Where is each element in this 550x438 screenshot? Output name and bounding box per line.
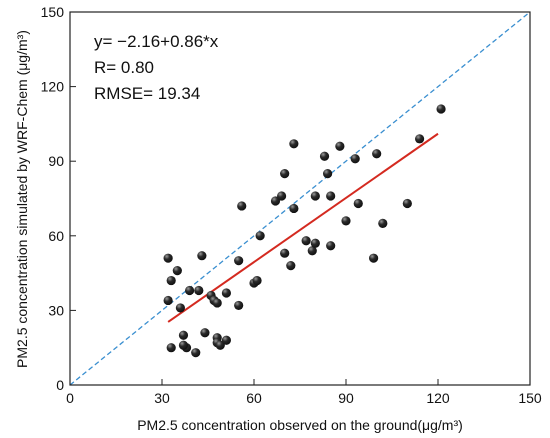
- y-tick-label: 90: [48, 153, 64, 169]
- data-point: [277, 191, 287, 201]
- one-to-one-reference-line: [69, 11, 531, 386]
- x-tick-label: 0: [66, 390, 74, 406]
- data-point: [372, 149, 382, 159]
- data-point: [280, 169, 290, 179]
- data-point: [369, 253, 379, 263]
- x-tick-label: 150: [518, 390, 542, 406]
- regression-line: [167, 132, 439, 323]
- data-point: [194, 285, 204, 296]
- regression-line-group: [167, 132, 439, 323]
- regression-equation: y= −2.16+0.86*x: [94, 32, 219, 51]
- data-point: [436, 104, 446, 114]
- data-point: [200, 328, 210, 338]
- data-point: [234, 300, 244, 311]
- x-axis-ticks: 0 30 60 90 120 150: [66, 379, 542, 406]
- data-point: [310, 238, 320, 248]
- correlation-coefficient: R= 0.80: [94, 58, 154, 77]
- data-point: [234, 256, 244, 266]
- data-point: [289, 139, 299, 149]
- x-tick-label: 60: [246, 390, 262, 406]
- data-point: [185, 285, 195, 296]
- data-point: [178, 340, 189, 350]
- x-tick-label: 90: [338, 390, 354, 406]
- data-point: [319, 151, 330, 161]
- y-tick-label: 150: [41, 4, 65, 20]
- data-point: [270, 196, 281, 206]
- data-point: [289, 203, 299, 214]
- reference-line-group: [69, 11, 531, 386]
- data-point: [175, 303, 185, 313]
- data-point: [353, 198, 363, 209]
- data-point: [255, 231, 265, 241]
- data-point: [178, 330, 189, 340]
- plot-area-frame: [69, 11, 531, 386]
- data-point: [326, 241, 336, 251]
- data-point: [280, 248, 290, 258]
- x-tick-label: 30: [154, 390, 170, 406]
- y-axis-ticks: 0 30 60 90 120 150: [41, 4, 76, 393]
- data-point: [212, 298, 222, 308]
- y-tick-label: 0: [56, 377, 64, 393]
- data-point: [166, 275, 176, 286]
- data-point: [221, 288, 231, 298]
- y-tick-label: 120: [41, 79, 65, 95]
- data-point: [402, 198, 412, 209]
- data-point: [378, 218, 388, 228]
- data-point: [221, 335, 231, 345]
- y-axis-title: PM2.5 concentration simulated by WRF-Che…: [14, 30, 30, 368]
- data-point: [307, 246, 317, 256]
- y-tick-label: 60: [48, 228, 64, 244]
- data-point: [350, 154, 360, 164]
- x-axis-title: PM2.5 concentration observed on the grou…: [137, 417, 463, 433]
- data-point: [301, 236, 311, 246]
- y-tick-label: 30: [48, 302, 64, 318]
- data-point: [163, 253, 173, 263]
- data-point: [163, 295, 173, 306]
- data-point: [286, 261, 296, 271]
- data-point: [335, 141, 345, 151]
- data-point: [310, 191, 320, 201]
- rmse-value: RMSE= 19.34: [94, 84, 200, 103]
- data-point: [237, 201, 247, 211]
- data-point: [197, 251, 207, 261]
- data-point: [341, 216, 351, 226]
- data-point: [415, 134, 425, 144]
- data-point: [323, 169, 333, 179]
- data-point: [215, 340, 225, 350]
- data-point: [166, 343, 176, 353]
- data-point: [326, 191, 336, 201]
- x-tick-label: 120: [426, 390, 450, 406]
- data-point: [252, 275, 262, 286]
- data-point: [172, 266, 182, 276]
- data-point: [191, 348, 201, 358]
- data-points-group: [163, 104, 446, 358]
